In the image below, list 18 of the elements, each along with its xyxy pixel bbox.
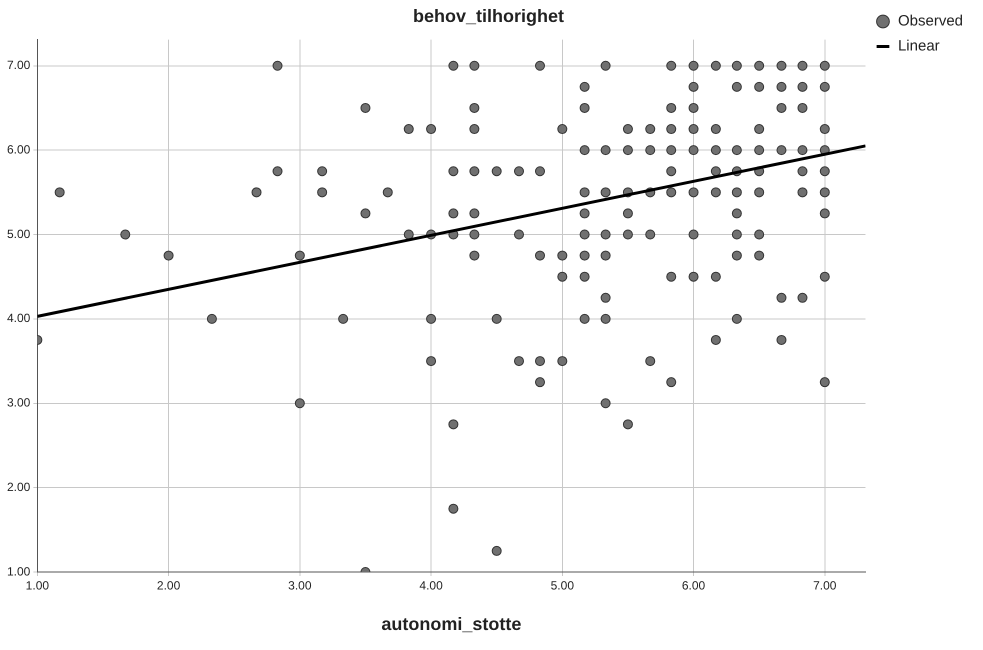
y-tick-label: 3.00 xyxy=(6,396,31,410)
y-tick-label: 1.00 xyxy=(6,564,31,578)
y-tick-label: 2.00 xyxy=(6,480,31,494)
x-tick-label: 1.00 xyxy=(26,578,50,593)
legend-label: Observed xyxy=(898,12,964,30)
x-tick-label: 5.00 xyxy=(550,578,574,593)
y-tick-label: 6.00 xyxy=(6,142,31,156)
y-tick-label: 7.00 xyxy=(6,58,31,72)
x-tick-label: 2.00 xyxy=(156,578,181,593)
x-tick-label: 6.00 xyxy=(682,578,706,593)
legend-label: Linear xyxy=(898,38,940,55)
x-tick-label: 7.00 xyxy=(813,578,837,593)
x-axis-title: autonomi_stotte xyxy=(381,614,522,634)
x-tick-label: 4.00 xyxy=(419,578,444,593)
y-tick-label: 4.00 xyxy=(6,311,31,326)
chart-title: behov_tilhorighet xyxy=(412,6,564,26)
x-tick-label: 3.00 xyxy=(288,578,312,593)
y-tick-label: 5.00 xyxy=(6,226,31,241)
